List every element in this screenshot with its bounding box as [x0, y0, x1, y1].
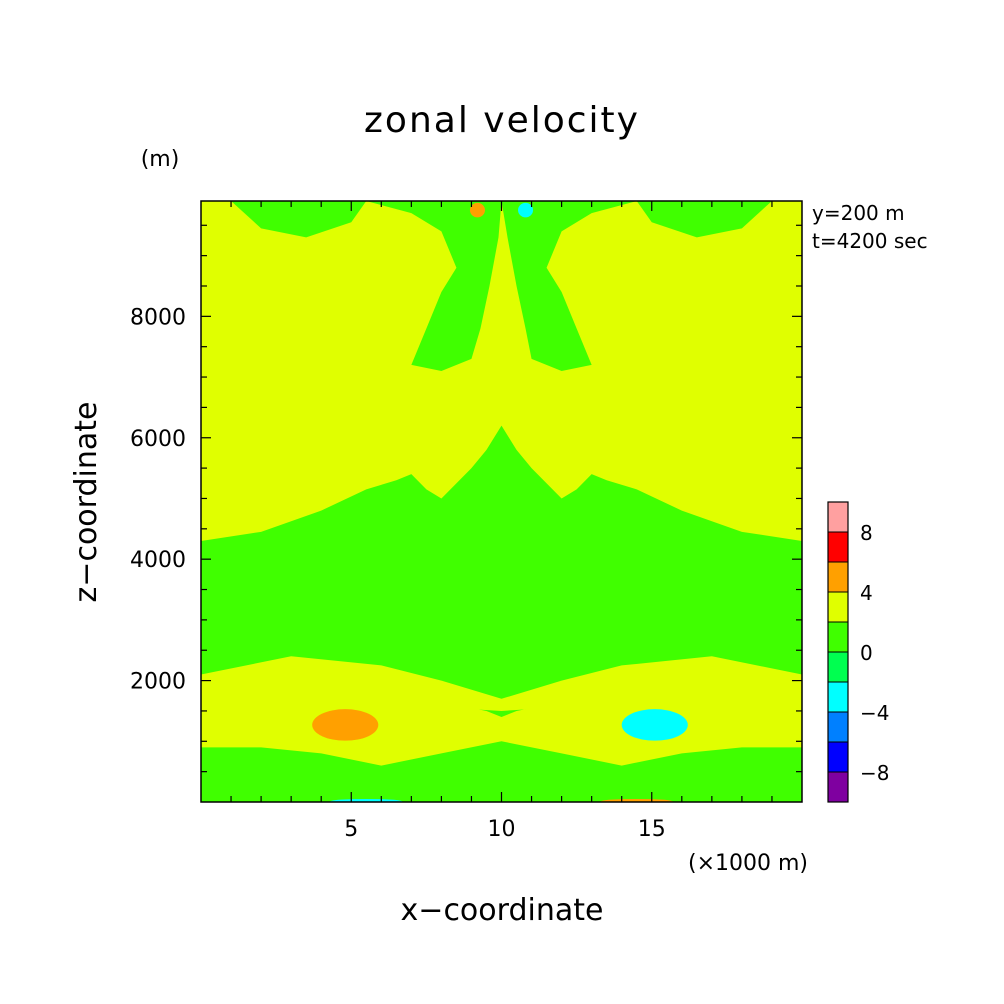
x-tick-label: 5: [344, 817, 358, 842]
x-axis-label: x−coordinate: [401, 893, 604, 928]
contour-region: [600, 798, 673, 802]
colorbar-swatch: [827, 651, 849, 683]
y-tick-label: 6000: [130, 427, 186, 452]
colorbar-tick-label: −8: [860, 761, 889, 785]
y-unit-label: (m): [141, 147, 180, 172]
contour-region: [366, 201, 502, 371]
colorbar-tick-label: 8: [860, 521, 873, 545]
contour-region: [501, 656, 802, 711]
plot-area: [201, 201, 802, 802]
axes: 5 10 15 2000 4000 6000 8000: [130, 200, 803, 842]
x-tick-label: 10: [488, 817, 516, 842]
colorbar-tick-label: 0: [860, 641, 873, 665]
colorbar-swatch: [827, 531, 849, 563]
colorbar-swatch: [827, 741, 849, 773]
colorbar-swatch: [827, 681, 849, 713]
y-tick-label: 8000: [130, 305, 186, 330]
contour-region: [621, 709, 688, 741]
colorbar-swatch: [827, 621, 849, 653]
contour-region: [469, 202, 485, 218]
contour-region: [518, 202, 534, 218]
contour-region: [201, 201, 502, 541]
colorbar-tick-label: −4: [860, 701, 889, 725]
y-axis-label: z−coordinate: [69, 402, 104, 603]
annotation-y: y=200 m: [812, 201, 905, 225]
contour-region: [501, 201, 802, 541]
contour-region: [330, 798, 403, 802]
colorbar-swatch: [827, 501, 849, 533]
contour-region: [636, 201, 772, 238]
colorbar-swatch: [827, 711, 849, 743]
colorbar-swatch: [827, 591, 849, 623]
colorbar: −8 −4 0 4 8: [827, 501, 889, 803]
colorbar-swatch: [827, 771, 849, 803]
y-tick-label: 2000: [130, 670, 186, 695]
annotation-t: t=4200 sec: [812, 229, 928, 253]
contour-region: [231, 201, 367, 238]
contour-region: [501, 201, 637, 371]
colorbar-tick-label: 4: [860, 581, 873, 605]
contour-region: [201, 656, 502, 711]
chart-title: zonal velocity: [364, 100, 640, 141]
colorbar-swatch: [827, 561, 849, 593]
x-unit-label: (×1000 m): [688, 851, 808, 876]
y-tick-label: 4000: [130, 548, 186, 573]
x-tick-label: 15: [638, 817, 666, 842]
colorbar-frame: [827, 501, 849, 803]
contour-region: [312, 709, 379, 741]
